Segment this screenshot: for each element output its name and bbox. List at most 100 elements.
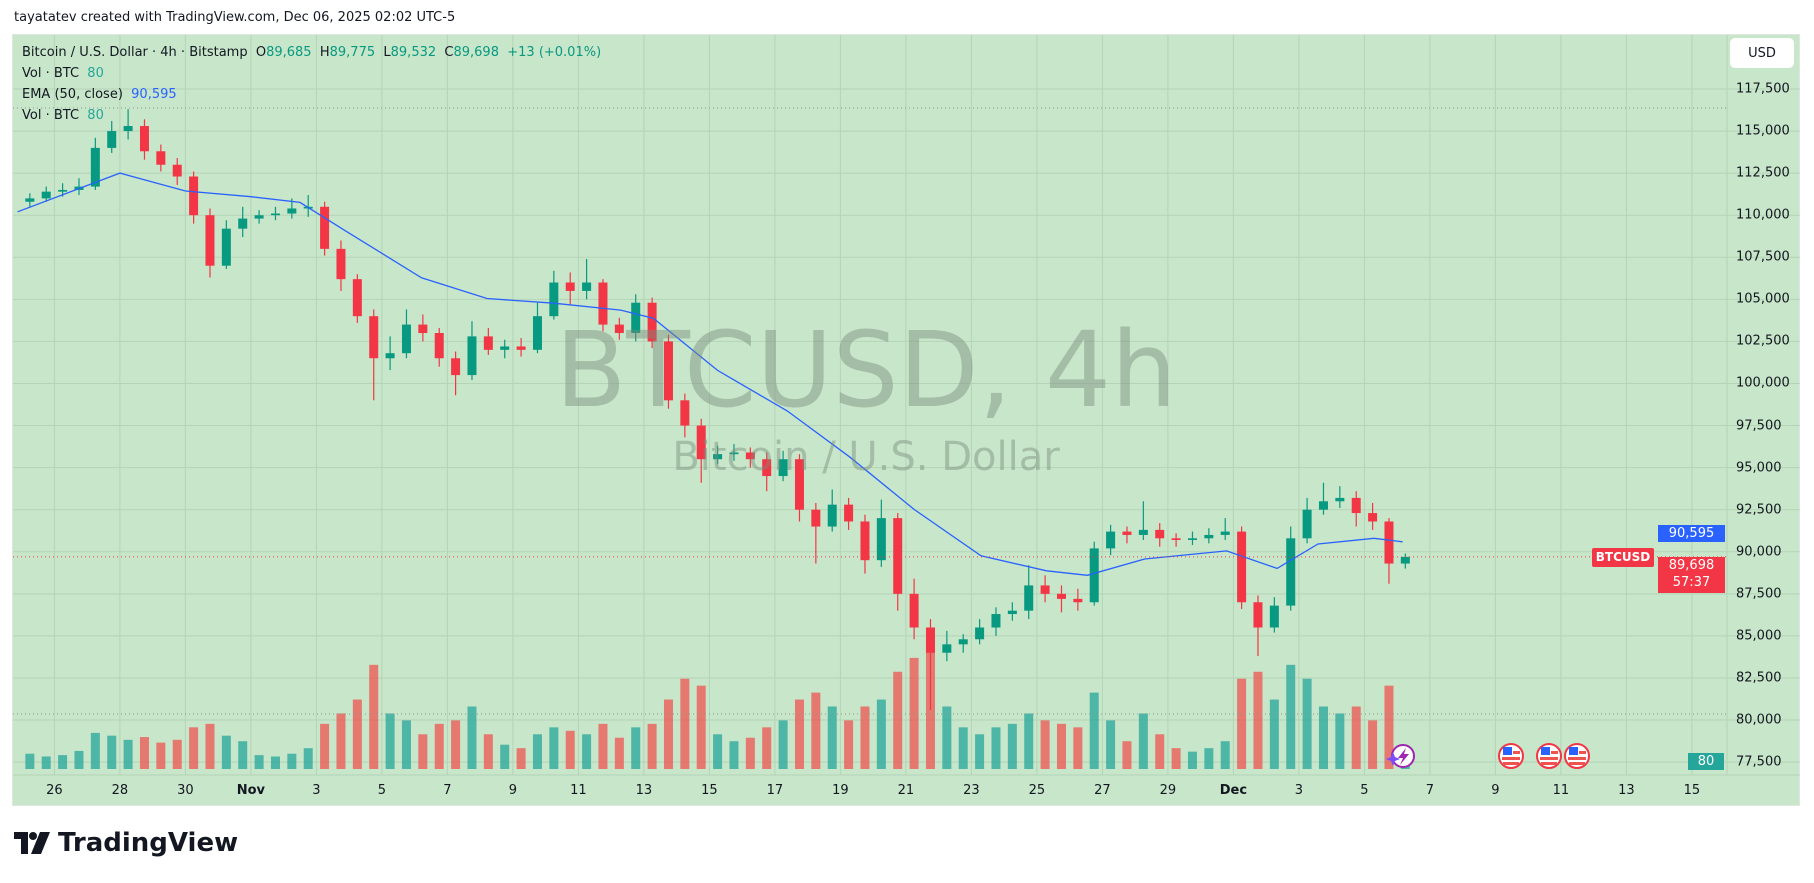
candle-body	[876, 518, 886, 561]
flag-stripe	[1551, 751, 1558, 754]
candle-body	[25, 198, 35, 202]
lightning-event-icon[interactable]	[1386, 744, 1415, 768]
volume-bar	[729, 741, 739, 769]
candle-body	[1400, 556, 1410, 564]
candle-body	[1368, 513, 1378, 522]
candle	[794, 454, 804, 522]
candle-body	[139, 126, 149, 152]
candle-body	[172, 164, 182, 177]
candle-body	[827, 504, 837, 527]
close-label: C	[444, 45, 454, 60]
candle	[844, 497, 854, 530]
legend-volume-row[interactable]: Vol · BTC 80	[22, 66, 104, 81]
volume-bar	[713, 734, 723, 769]
date-tick-label: 23	[963, 783, 980, 798]
candle-body	[729, 452, 739, 455]
candle	[696, 418, 706, 483]
volume-bar	[991, 727, 1001, 769]
candle	[729, 444, 739, 461]
low-value: 89,532	[390, 45, 437, 60]
tradingview-logo[interactable]: TradingView	[14, 828, 238, 858]
candle	[1302, 497, 1312, 544]
candle-body	[680, 400, 690, 426]
currency-button[interactable]: USD	[1730, 38, 1794, 68]
high-value: 89,775	[329, 45, 376, 60]
candle	[647, 297, 657, 349]
ema-label: EMA (50, close)	[22, 87, 123, 102]
us-flag-icon[interactable]	[1536, 743, 1562, 769]
candle	[975, 619, 985, 645]
price-tick-label: 77,500	[1736, 754, 1782, 770]
candle-body	[500, 346, 510, 350]
volume-bar	[1335, 713, 1345, 769]
date-tick-label: 25	[1028, 783, 1046, 798]
volume-bar	[189, 727, 199, 769]
candle-body	[1155, 529, 1165, 539]
volume-bar	[221, 735, 231, 769]
volume-bar	[778, 720, 788, 769]
candle	[1106, 524, 1116, 556]
lightning-bolt	[1398, 748, 1409, 765]
date-tick-label: 11	[570, 783, 587, 798]
candle	[451, 351, 461, 396]
date-tick-label: Dec	[1219, 783, 1248, 798]
candle-body	[1253, 602, 1263, 628]
symbol-price-tag: BTCUSD	[1592, 547, 1654, 567]
volume-bar	[1007, 723, 1017, 769]
candles	[25, 109, 1410, 710]
candle-body	[1073, 598, 1083, 603]
candle-body	[189, 176, 199, 216]
price-tick-label: 112,500	[1736, 165, 1790, 181]
candle	[369, 309, 379, 401]
candle	[139, 119, 149, 160]
legend-volume-row-2[interactable]: Vol · BTC 80	[22, 108, 104, 123]
legend-ema-row[interactable]: EMA (50, close) 90,595	[22, 87, 177, 102]
volume-bar	[1122, 741, 1132, 769]
candle	[713, 445, 723, 465]
symbol-description[interactable]: Bitcoin / U.S. Dollar · 4h · Bitstamp	[22, 45, 248, 60]
volume-bar	[844, 720, 854, 769]
price-tick-label: 82,500	[1736, 670, 1782, 686]
candle-body	[1122, 531, 1132, 535]
volume-value: 80	[87, 66, 104, 81]
volume-bar	[401, 720, 411, 769]
candle	[483, 327, 493, 355]
volume-bar	[1253, 671, 1263, 769]
candle-body	[254, 215, 264, 219]
candle-body	[123, 126, 133, 132]
candle	[876, 499, 886, 567]
candle	[434, 327, 444, 367]
candle	[156, 144, 166, 172]
date-tick-label: 29	[1159, 783, 1177, 798]
candle-body	[844, 504, 854, 522]
candle-body	[516, 346, 526, 350]
candle-body	[1269, 605, 1279, 628]
date-tick-label: 13	[635, 783, 653, 798]
volume-bar	[1237, 678, 1247, 769]
volume-bar	[1106, 720, 1116, 769]
candle-body	[221, 228, 231, 266]
candle-body	[270, 213, 280, 216]
candle-body	[532, 316, 542, 350]
candle	[352, 274, 362, 323]
volume-bar	[663, 699, 673, 769]
volume-bar	[483, 734, 493, 769]
candle-body	[582, 282, 592, 291]
candle-body	[1384, 521, 1394, 564]
price-tick-label: 105,000	[1736, 291, 1790, 307]
volume-bar	[156, 742, 166, 769]
candle	[270, 206, 280, 221]
volume-bar	[582, 734, 592, 769]
volume-bar	[1351, 706, 1361, 769]
candle-body	[205, 215, 215, 266]
volume-bar	[303, 748, 313, 769]
candle	[1187, 531, 1197, 546]
us-flag-icon[interactable]	[1564, 743, 1590, 769]
date-tick-label: 9	[508, 783, 518, 798]
us-flag-icon[interactable]	[1498, 743, 1524, 769]
volume-bar	[680, 678, 690, 769]
candle-body	[1024, 585, 1034, 611]
volume-label: Vol · BTC	[22, 108, 80, 123]
price-tick-label: 90,000	[1736, 544, 1782, 560]
